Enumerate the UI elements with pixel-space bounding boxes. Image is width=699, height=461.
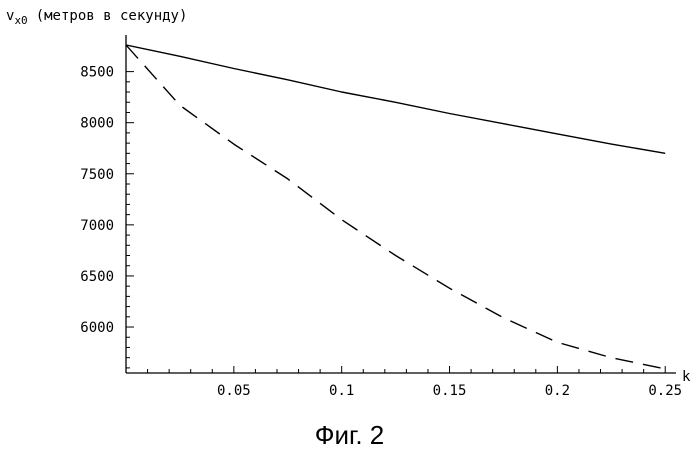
data-point [503, 123, 504, 124]
y-axis-title-subscript: x0 [14, 14, 27, 27]
data-point [287, 178, 288, 179]
data-point [395, 255, 396, 256]
y-tick-label: 6000 [80, 320, 114, 336]
y-tick-label: 7000 [80, 218, 114, 234]
x-tick-label: 0.15 [433, 383, 467, 399]
data-point [611, 357, 612, 358]
x-tick-label: 0.1 [329, 383, 354, 399]
data-point [665, 368, 666, 369]
data-point [341, 91, 342, 92]
data-point [449, 288, 450, 289]
series-line-solid [126, 45, 665, 153]
y-axis-title-units: (метров в секунду) [36, 8, 188, 24]
x-ticks: 0.05 0.1 0.15 0.2 0.25 [148, 366, 683, 399]
series-lines [125, 44, 665, 369]
data-point [665, 153, 666, 154]
data-point [557, 342, 558, 343]
data-point [503, 317, 504, 318]
y-axis-title: vx0 (метров в секунду) [6, 8, 187, 27]
data-point [287, 79, 288, 80]
figure-caption: Фиг. 2 [0, 420, 699, 451]
data-point [395, 102, 396, 103]
data-point [611, 144, 612, 145]
data-point [557, 133, 558, 134]
data-point [125, 44, 126, 45]
chart-svg: 0.05 0.1 0.15 0.2 0.25 6000 6500 7000 7500 8000 8… [0, 0, 699, 415]
y-tick-label: 8500 [80, 65, 114, 81]
data-point [233, 144, 234, 145]
y-tick-label: 7500 [80, 167, 114, 183]
y-axis-title-main: v [6, 8, 14, 24]
data-point [341, 219, 342, 220]
y-tick-label: 8000 [80, 116, 114, 132]
data-point [449, 113, 450, 114]
y-tick-label: 6500 [80, 269, 114, 285]
chart-axes [126, 35, 676, 373]
data-point [179, 105, 180, 106]
x-tick-label: 0.25 [648, 383, 682, 399]
data-point [179, 56, 180, 57]
data-point [233, 68, 234, 69]
x-axis-title: k [682, 369, 691, 385]
x-tick-label: 0.2 [545, 383, 570, 399]
series-line-dashed [126, 45, 665, 369]
x-tick-label: 0.05 [217, 383, 251, 399]
